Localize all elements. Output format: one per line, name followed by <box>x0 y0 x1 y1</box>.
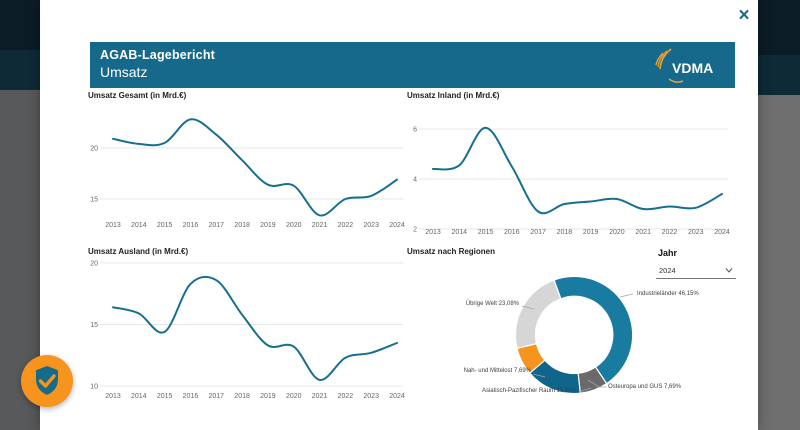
background-right-edge <box>758 0 800 430</box>
background-right-gray <box>758 95 800 430</box>
donut-slice[interactable] <box>553 275 634 385</box>
label-leader-line <box>521 305 535 310</box>
x-tick-label: 2023 <box>688 229 704 236</box>
x-tick-label: 2014 <box>131 222 147 229</box>
x-tick-label: 2021 <box>312 393 328 400</box>
x-tick-label: 2018 <box>234 222 250 229</box>
background-right-navy-top <box>758 0 800 55</box>
donut-label-uebrige-welt: Übrige Welt 23,08% <box>465 301 519 307</box>
chevron-down-icon <box>725 267 733 273</box>
x-tick-label: 2014 <box>451 229 467 236</box>
label-leader-line <box>587 379 606 388</box>
donut-slice[interactable] <box>514 279 562 350</box>
x-tick-label: 2023 <box>363 393 379 400</box>
background-left-navy-band <box>0 50 40 90</box>
x-tick-label: 2019 <box>260 393 276 400</box>
x-tick-label: 2024 <box>389 393 405 400</box>
y-tick-label: 15 <box>90 197 98 204</box>
report-header: AGAB-Lagebericht Umsatz VDMA <box>90 42 735 88</box>
year-filter-dropdown[interactable]: 2024 <box>656 262 736 279</box>
donut-label-osteuropa-gus: Osteuropa und GUS 7,69% <box>608 384 682 390</box>
x-tick-label: 2016 <box>183 393 199 400</box>
x-tick-label: 2019 <box>583 229 599 236</box>
y-tick-label: 20 <box>90 261 98 268</box>
regionen-donut-chart[interactable] <box>495 262 660 407</box>
donut-label-asiatisch-pazifisch: Asiatisch-Pazifischer Raum 15,38% <box>481 388 577 394</box>
x-tick-label: 2019 <box>260 222 276 229</box>
x-tick-label: 2016 <box>504 229 520 236</box>
y-tick-label: 4 <box>413 177 417 184</box>
x-tick-label: 2022 <box>338 393 354 400</box>
y-tick-label: 10 <box>90 384 98 391</box>
chart-title-ausland: Umsatz Ausland (in Mrd.€) <box>88 247 189 256</box>
x-tick-label: 2020 <box>286 393 302 400</box>
inland-line-chart[interactable]: 2 4 6 2013 2014 2015 2016 2017 2018 2019 2020 2021 2… <box>407 103 735 238</box>
x-tick-label: 2020 <box>609 229 625 236</box>
vdma-logo: VDMA <box>655 48 713 83</box>
y-tick-label: 20 <box>90 146 98 153</box>
year-filter-label: Jahr <box>658 248 678 258</box>
x-tick-label: 2018 <box>557 229 573 236</box>
report-title: AGAB-Lagebericht <box>100 48 216 62</box>
chart-title-gesamt: Umsatz Gesamt (in Mrd.€) <box>88 91 187 100</box>
donut-label-nah-mittelost: Nah- und Mittelost 7,69% <box>463 368 531 374</box>
x-tick-label: 2013 <box>105 222 121 229</box>
label-leader-line <box>578 387 592 393</box>
x-tick-label: 2017 <box>208 393 224 400</box>
x-tick-label: 2018 <box>234 393 250 400</box>
x-tick-label: 2015 <box>157 222 173 229</box>
x-tick-label: 2016 <box>183 222 199 229</box>
x-tick-label: 2013 <box>105 393 121 400</box>
close-icon[interactable]: × <box>738 5 750 26</box>
x-tick-label: 2022 <box>662 229 678 236</box>
chart-title-regionen: Umsatz nach Regionen <box>407 247 496 256</box>
x-tick-label: 2017 <box>530 229 546 236</box>
background-left-navy-top <box>0 0 40 50</box>
line-series[interactable] <box>112 275 398 381</box>
x-tick-label: 2015 <box>478 229 494 236</box>
x-tick-label: 2013 <box>425 229 441 236</box>
x-tick-label: 2024 <box>714 229 730 236</box>
x-tick-label: 2024 <box>389 222 405 229</box>
x-tick-label: 2021 <box>312 222 328 229</box>
x-tick-label: 2015 <box>157 393 173 400</box>
vdma-logo-text: VDMA <box>672 60 713 76</box>
y-tick-label: 6 <box>413 127 417 134</box>
y-tick-label: 15 <box>90 322 98 329</box>
report-subtitle: Umsatz <box>100 64 148 80</box>
label-leader-line <box>532 373 546 378</box>
check-icon <box>38 374 56 388</box>
line-series[interactable] <box>432 126 723 215</box>
x-tick-label: 2022 <box>338 222 354 229</box>
x-tick-label: 2020 <box>286 222 302 229</box>
label-leader-line <box>619 293 634 298</box>
year-filter-value: 2024 <box>659 265 676 275</box>
shield-icon <box>36 366 58 395</box>
chart-title-inland: Umsatz Inland (in Mrd.€) <box>407 91 500 100</box>
donut-label-industrielaender: Industrieländer 46,15% <box>637 291 699 297</box>
background-right-navy-band <box>758 55 800 95</box>
gesamt-line-chart[interactable]: 15 20 2013 2014 2015 2016 2017 2018 2019 2020 2021… <box>88 103 405 235</box>
x-tick-label: 2014 <box>131 393 147 400</box>
line-series[interactable] <box>112 118 398 217</box>
x-tick-label: 2021 <box>635 229 651 236</box>
x-tick-label: 2017 <box>208 222 224 229</box>
ausland-line-chart[interactable]: 10 15 20 2013 2014 2015 2016 2017 2018 2019 2020 20… <box>88 258 405 402</box>
y-tick-label: 2 <box>413 227 417 234</box>
verified-badge-button[interactable] <box>20 354 74 408</box>
x-tick-label: 2023 <box>363 222 379 229</box>
